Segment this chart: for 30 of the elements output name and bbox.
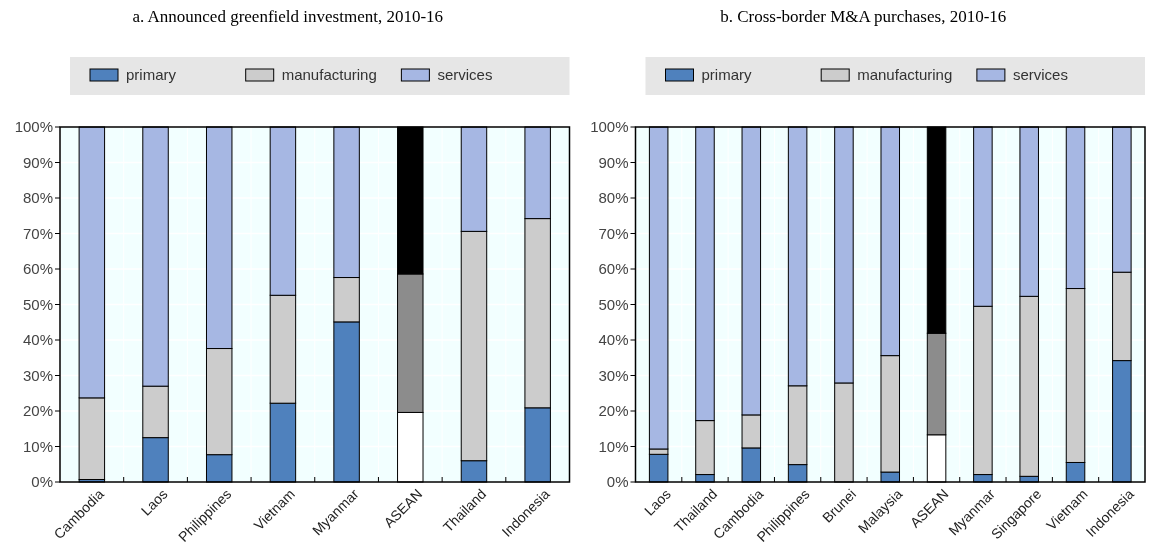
y-tick-label: 50% (598, 295, 629, 313)
y-tick-label: 70% (22, 224, 53, 242)
y-tick-label: 50% (22, 295, 53, 313)
y-tick-label: 0% (31, 473, 53, 491)
y-tick-label: 40% (22, 331, 53, 349)
y-tick-label: 10% (598, 437, 629, 455)
y-tick-label: 90% (598, 153, 629, 171)
y-tick-label: 30% (598, 366, 629, 384)
y-tick-label: 100% (590, 118, 629, 136)
legend-label: manufacturing (281, 66, 377, 83)
legend-label: primary (701, 66, 752, 83)
y-tick-label: 90% (22, 153, 53, 171)
legend-label: services (437, 66, 493, 83)
legend-label: services (1012, 66, 1068, 83)
y-tick-label: 20% (598, 402, 629, 420)
y-tick-label: 80% (598, 189, 629, 207)
y-tick-label: 30% (22, 366, 53, 384)
y-tick-label: 40% (598, 331, 629, 349)
y-tick-label: 60% (598, 260, 629, 278)
y-tick-label: 20% (22, 402, 53, 420)
y-tick-label: 70% (598, 224, 629, 242)
y-tick-label: 80% (22, 189, 53, 207)
chart-title: b. Cross-border M&A purchases, 2010-16 (720, 7, 1007, 26)
chart-title: a. Announced greenfield investment, 2010-16 (132, 7, 444, 26)
y-tick-label: 0% (606, 473, 629, 491)
y-tick-label: 10% (22, 437, 53, 455)
legend-label: manufacturing (857, 66, 953, 83)
y-tick-label: 100% (14, 118, 53, 136)
y-tick-label: 60% (22, 260, 53, 278)
legend-label: primary (126, 66, 177, 83)
